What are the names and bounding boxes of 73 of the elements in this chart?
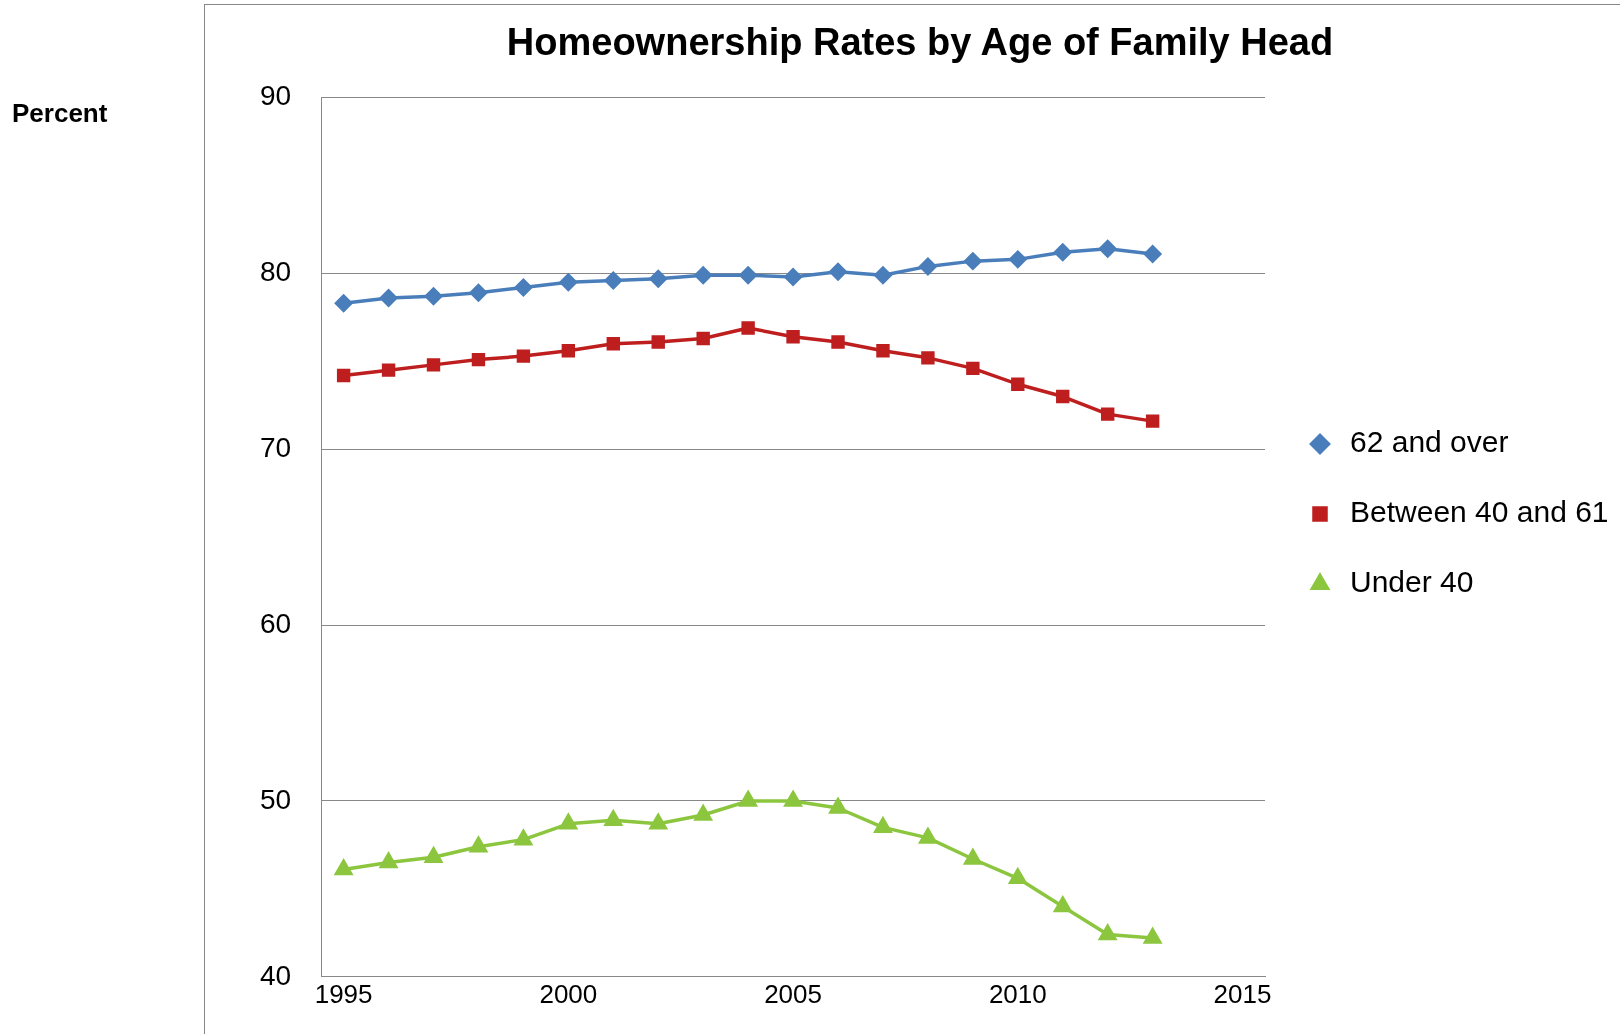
point — [1011, 377, 1025, 391]
point — [919, 828, 937, 844]
point — [831, 335, 845, 349]
legend-label: 62 and over — [1350, 425, 1509, 459]
x-tick-label: 2000 — [539, 978, 598, 1009]
point — [381, 363, 396, 377]
point — [469, 836, 488, 853]
point — [1054, 896, 1072, 913]
point — [1053, 243, 1072, 262]
point — [559, 814, 578, 830]
point — [829, 262, 847, 281]
point — [606, 337, 620, 351]
y-tick-label: 90 — [259, 80, 292, 112]
y-tick-label: 50 — [259, 783, 292, 815]
point — [1100, 407, 1115, 421]
point — [1099, 924, 1117, 941]
x-tick-label: 2010 — [988, 978, 1047, 1009]
point — [604, 271, 623, 290]
point — [471, 352, 486, 367]
point — [784, 268, 802, 286]
point — [966, 361, 980, 376]
point — [1056, 389, 1070, 404]
point — [696, 331, 710, 346]
point — [921, 351, 935, 365]
point — [964, 252, 982, 270]
point — [873, 815, 893, 834]
point — [739, 791, 757, 807]
point — [739, 266, 757, 284]
point — [561, 344, 576, 358]
point — [964, 849, 982, 865]
point — [559, 273, 578, 291]
point — [469, 284, 488, 302]
y-tick-label: 80 — [259, 256, 292, 288]
point — [334, 294, 353, 313]
point — [603, 808, 624, 827]
point — [514, 829, 533, 846]
y-tick-label: 70 — [259, 432, 292, 463]
point — [1143, 928, 1162, 944]
point — [516, 349, 531, 363]
x-tick-label: 2005 — [764, 978, 822, 1009]
point — [919, 257, 937, 276]
point — [784, 791, 802, 807]
y-tick-label: 60 — [259, 607, 292, 639]
point — [424, 847, 443, 863]
point — [426, 358, 441, 372]
legend-label: Between 40 and 61 — [1350, 495, 1609, 529]
point — [649, 269, 667, 288]
text: Percent — [12, 98, 108, 129]
point — [336, 368, 351, 383]
point — [694, 266, 712, 284]
point — [379, 289, 398, 307]
point — [1145, 414, 1160, 428]
x-tick-label: 1995 — [314, 978, 373, 1009]
point — [379, 852, 398, 869]
point — [741, 321, 755, 335]
chart-title: Homeownership Rates by Age of Family Head — [506, 21, 1334, 64]
y-tick-label: 40 — [259, 959, 292, 991]
point — [786, 330, 800, 344]
point — [1143, 245, 1162, 263]
point — [1008, 866, 1027, 885]
x-tick-label: 2015 — [1213, 978, 1272, 1009]
point — [694, 805, 712, 821]
point — [514, 278, 533, 297]
point — [651, 335, 665, 349]
point — [1009, 250, 1027, 269]
point — [649, 814, 667, 830]
point — [1098, 240, 1117, 258]
point — [874, 266, 892, 284]
point — [334, 859, 353, 876]
point — [829, 798, 847, 814]
point — [876, 344, 890, 358]
point — [424, 287, 443, 306]
legend-label: Under 40 — [1350, 565, 1474, 599]
